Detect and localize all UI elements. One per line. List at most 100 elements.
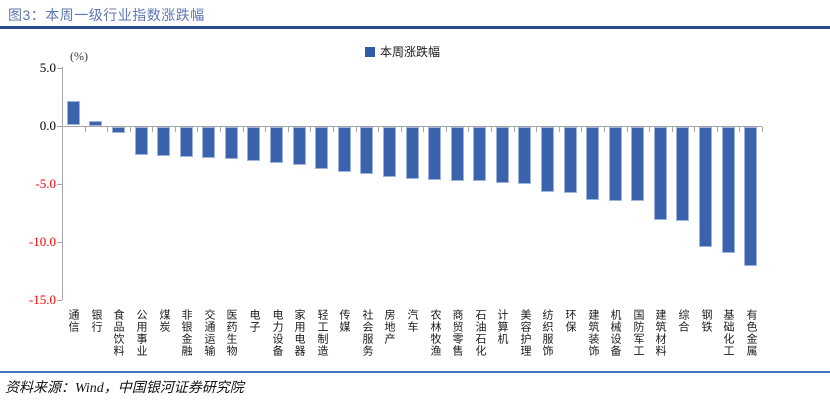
- x-axis-tick: [175, 127, 176, 132]
- x-axis-label: 机械设备: [609, 309, 621, 357]
- x-axis-tick: [717, 127, 718, 132]
- y-axis-tick-label: 5.0: [39, 60, 56, 75]
- bar: [157, 127, 170, 156]
- x-axis-tick: [491, 127, 492, 132]
- bar: [609, 127, 622, 201]
- x-axis-tick: [288, 127, 289, 132]
- footer-divider: [0, 371, 830, 373]
- bar: [338, 127, 351, 172]
- bar: [383, 127, 396, 177]
- x-axis-tick: [468, 127, 469, 132]
- bar: [654, 127, 667, 220]
- x-axis-tick: [220, 127, 221, 132]
- y-axis-tick-label: 0.0: [39, 118, 56, 133]
- x-axis-tick: [85, 127, 86, 132]
- x-axis-tick: [310, 127, 311, 132]
- bar: [451, 127, 464, 181]
- title-divider: [0, 26, 830, 29]
- x-axis-tick: [446, 127, 447, 132]
- y-axis-unit-label: (%): [70, 49, 88, 63]
- bar: [541, 127, 554, 192]
- bar: [89, 121, 102, 126]
- y-axis-tick: [57, 68, 62, 69]
- x-axis-label: 农林牧渔: [429, 309, 441, 357]
- x-axis-label: 国防军工: [632, 309, 644, 357]
- x-axis-tick: [197, 127, 198, 132]
- x-axis-label: 家用电器: [293, 309, 305, 357]
- x-axis-label: 汽车: [406, 309, 418, 333]
- x-axis-label: 基础化工: [722, 309, 734, 357]
- x-axis-label: 综合: [677, 309, 689, 333]
- bar: [112, 127, 125, 133]
- bar: [135, 127, 148, 155]
- x-axis-tick: [739, 127, 740, 132]
- x-axis-label: 电力设备: [271, 309, 283, 357]
- x-axis-label: 传媒: [338, 309, 350, 333]
- x-axis-label: 通信: [67, 309, 79, 333]
- x-axis-label: 计算机: [496, 309, 508, 345]
- bar: [270, 127, 283, 163]
- x-axis-tick: [401, 127, 402, 132]
- x-axis-label: 商贸零售: [451, 309, 463, 357]
- x-axis-label: 美容护理: [519, 309, 531, 357]
- bar: [67, 101, 80, 125]
- y-axis-tick-label: -5.0: [35, 176, 56, 191]
- x-axis-tick: [152, 127, 153, 132]
- bar: [406, 127, 419, 179]
- x-axis-tick: [130, 127, 131, 132]
- x-axis-zero-line: [62, 126, 762, 127]
- bar: [722, 127, 735, 253]
- x-axis-tick: [559, 127, 560, 132]
- y-axis-tick: [57, 300, 62, 301]
- x-axis-label: 纺织服饰: [541, 309, 553, 357]
- x-axis-label: 非银金融: [180, 309, 192, 357]
- x-axis-tick: [604, 127, 605, 132]
- bar: [744, 127, 757, 266]
- x-axis-tick: [649, 127, 650, 132]
- bar: [315, 127, 328, 169]
- bar: [247, 127, 260, 161]
- x-axis-label: 煤炭: [158, 309, 170, 333]
- x-axis-label: 建筑装饰: [587, 309, 599, 357]
- x-axis-tick: [62, 127, 63, 132]
- x-axis-label: 建筑材料: [654, 309, 666, 357]
- figure-title: 图3：本周一级行业指数涨跌幅: [8, 7, 205, 23]
- x-axis-label: 房地产: [383, 309, 395, 345]
- y-axis-line: [62, 67, 63, 300]
- x-axis-label: 公用事业: [135, 309, 147, 357]
- y-axis-tick-label: -10.0: [28, 234, 56, 249]
- x-axis-tick: [333, 127, 334, 132]
- x-axis-tick: [694, 127, 695, 132]
- x-axis-label: 社会服务: [361, 309, 373, 357]
- x-axis-label: 环保: [564, 309, 576, 333]
- x-axis-tick: [514, 127, 515, 132]
- x-axis-tick: [265, 127, 266, 132]
- source-note: 资料来源：Wind，中国银河证券研究院: [5, 381, 244, 396]
- y-axis-tick: [57, 184, 62, 185]
- x-axis-tick: [423, 127, 424, 132]
- x-axis-tick: [107, 127, 108, 132]
- x-axis-tick: [762, 127, 763, 132]
- bar: [428, 127, 441, 180]
- x-axis-tick: [581, 127, 582, 132]
- x-axis-tick: [378, 127, 379, 132]
- legend-label: 本周涨跌幅: [380, 45, 441, 59]
- x-axis-label: 交通运输: [203, 309, 215, 357]
- bar: [564, 127, 577, 193]
- x-axis-label: 轻工制造: [316, 309, 328, 357]
- bar: [293, 127, 306, 165]
- x-axis-label: 食品饮料: [112, 309, 124, 357]
- bar: [676, 127, 689, 221]
- y-axis-tick-label: -15.0: [28, 292, 56, 307]
- x-axis-label: 医药生物: [225, 309, 237, 357]
- x-axis-tick: [536, 127, 537, 132]
- chart-legend: 本周涨跌幅: [365, 43, 440, 60]
- bar: [518, 127, 531, 184]
- bar: [202, 127, 215, 158]
- bar: [496, 127, 509, 183]
- bar: [631, 127, 644, 201]
- x-axis-label: 石油石化: [474, 309, 486, 357]
- x-axis-label: 银行: [90, 309, 102, 333]
- legend-swatch-icon: [365, 46, 375, 57]
